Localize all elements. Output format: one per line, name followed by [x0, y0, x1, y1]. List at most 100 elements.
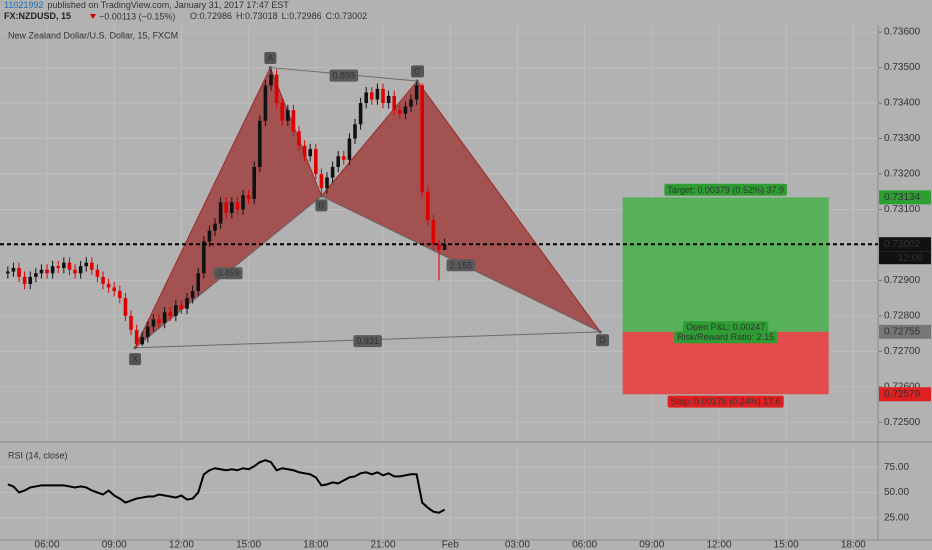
pattern-point — [268, 66, 272, 70]
countdown-bg — [879, 251, 931, 265]
ratio-label-text: 0.931 — [356, 336, 379, 346]
candle-body — [179, 305, 184, 309]
candle-body — [263, 85, 268, 121]
pattern-point-label: B — [315, 199, 328, 212]
candle-body — [185, 298, 189, 309]
pattern-point-label-bg — [411, 65, 425, 78]
x-tick-label: 06:00 — [35, 540, 60, 550]
candle-body — [73, 269, 77, 274]
y-tick-label: 0.72700 — [884, 346, 921, 357]
candle-body — [90, 262, 94, 270]
candle-body — [286, 110, 290, 121]
candle-body — [353, 124, 357, 139]
candle-body — [162, 312, 167, 323]
target-price-bg — [879, 190, 931, 205]
ratio-label: 2.155 — [446, 259, 476, 272]
x-tick-label: 15:00 — [774, 540, 799, 550]
candle-body — [403, 106, 408, 114]
stop-label-text: Stop: 0.00176 (0.24%) 17.6 — [671, 397, 781, 407]
candle-body — [442, 244, 447, 250]
ratio-label-text: 2.155 — [450, 260, 473, 270]
candle-body — [67, 262, 72, 270]
candle-body — [330, 166, 335, 178]
rr-label: Risk/Reward Ratio: 2.15 — [674, 331, 778, 344]
pattern-point-label-bg — [315, 199, 328, 212]
candle-body — [252, 166, 257, 199]
candle-body — [398, 110, 402, 114]
last-price-bg — [879, 237, 931, 252]
y-tick-label: 50.00 — [884, 487, 909, 498]
x-tick-label: Feb — [442, 540, 460, 550]
candle-body — [78, 266, 83, 274]
candle-body — [246, 195, 251, 199]
ohlc: O:0.72986 H:0.73018 L:0.72986 C:0.73002 — [190, 11, 367, 21]
y-tick-label: 0.73300 — [884, 133, 921, 144]
candle-body — [258, 120, 262, 167]
entry-price-bg — [879, 324, 931, 339]
ohlc-open: O:0.72986 — [190, 11, 232, 21]
pattern-point-label-bg — [596, 334, 610, 347]
candle-body — [202, 241, 206, 274]
ratio-label: 0.893 — [329, 69, 359, 82]
candle-body — [28, 276, 33, 284]
candle-body — [364, 92, 369, 104]
candle-body — [17, 267, 21, 277]
candle-body — [314, 149, 318, 174]
y-tick-label: 0.72500 — [884, 417, 921, 428]
ratio-label-bg — [446, 259, 476, 272]
candle-body — [218, 202, 223, 224]
y-tick-label: 0.73100 — [884, 204, 921, 215]
candle-body — [431, 220, 436, 245]
pattern-point-label-bg — [264, 51, 277, 64]
ratio-label-bg — [329, 69, 359, 82]
down-arrow — [90, 14, 96, 19]
candle-body — [50, 266, 55, 274]
pattern-point — [319, 194, 323, 198]
candle-body — [230, 202, 234, 213]
symbol-line: FX:NZDUSD, 15 — [4, 11, 71, 21]
candle-body — [123, 298, 128, 316]
candle-body — [302, 145, 307, 157]
candle-body — [174, 305, 178, 316]
x-tick-label: 03:00 — [505, 540, 530, 550]
y-tick-label: 0.73500 — [884, 62, 921, 73]
y-tick-label: 0.72600 — [884, 381, 921, 392]
candle-body — [196, 273, 201, 292]
x-tick-label: 12:00 — [169, 540, 194, 550]
pattern-point-label-text: A — [267, 53, 273, 63]
change: −0.00113 (−0.15%) — [99, 11, 175, 21]
candle-body — [129, 315, 133, 331]
candle-body — [106, 283, 111, 288]
pnl-label-text: Open P&L: 0.00247 — [686, 322, 765, 332]
rr-label-bg — [674, 331, 778, 344]
candle-body — [22, 276, 27, 284]
candle-body — [280, 103, 285, 121]
candle-body — [319, 173, 324, 189]
ohlc-high: H:0.73018 — [236, 11, 278, 21]
candle-body — [6, 271, 10, 274]
target-label: Target: 0.00379 (0.52%) 37.9 — [664, 183, 787, 196]
candle-body — [358, 103, 363, 125]
rr-label-text: Risk/Reward Ratio: 2.15 — [677, 332, 774, 342]
x-tick-label: 09:00 — [102, 540, 127, 550]
candle-body — [269, 74, 273, 86]
candle-body — [420, 85, 425, 192]
candle-body — [134, 330, 139, 345]
x-tick-label: 18:00 — [303, 540, 328, 550]
pattern-point — [133, 346, 137, 350]
ratio-label-text: 0.459 — [217, 268, 240, 278]
pattern-point — [598, 330, 602, 334]
candle-body — [118, 291, 122, 299]
candle-body — [140, 337, 145, 345]
header-line: 11021992 published on TradingView.com, Ja… — [4, 0, 289, 10]
candle-body — [207, 230, 212, 242]
candle-body — [409, 99, 413, 107]
ratio-label-bg — [213, 267, 243, 280]
pattern-point — [415, 79, 419, 83]
candle-body — [235, 202, 240, 210]
candle-body — [224, 202, 229, 213]
candle-body — [426, 191, 430, 221]
pattern-point-label-text: C — [414, 66, 421, 76]
candle-body — [241, 195, 245, 210]
